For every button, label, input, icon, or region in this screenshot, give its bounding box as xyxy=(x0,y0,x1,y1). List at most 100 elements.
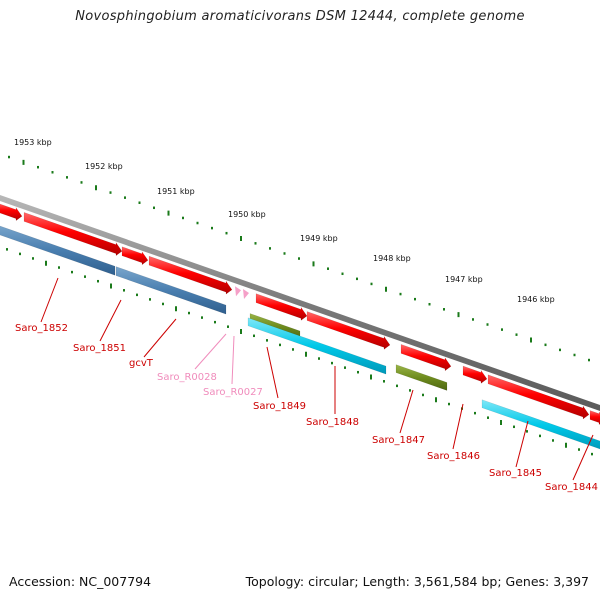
gene-label: Saro_1844 xyxy=(545,482,598,493)
kbp-tick-mark xyxy=(22,159,25,165)
reverse-cds-arrow xyxy=(247,317,387,375)
track-tick-mark xyxy=(552,439,554,442)
track-tick-mark xyxy=(305,351,307,357)
track-tick-mark xyxy=(214,320,216,324)
gene-leader-line xyxy=(194,333,227,370)
track-tick-mark xyxy=(370,374,372,380)
gene-leader-line xyxy=(572,434,594,481)
track-tick-mark xyxy=(136,293,138,297)
track-tick-mark xyxy=(565,442,567,448)
forward-cds-arrow xyxy=(306,311,391,350)
kbp-tick-mark xyxy=(182,216,184,220)
gene-label: Saro_R0028 xyxy=(157,372,217,383)
rna-arrow xyxy=(243,289,249,300)
gene-label: Saro_1849 xyxy=(253,401,306,412)
kbp-tick-mark xyxy=(8,155,10,159)
track-tick-mark xyxy=(526,430,528,433)
kbp-tick-mark xyxy=(254,242,257,245)
gene-leader-line xyxy=(143,318,177,358)
topology-label: Topology: circular; Length: 3,561,584 bp… xyxy=(245,574,589,589)
kbp-tick-mark xyxy=(573,353,576,357)
kbp-tick-mark xyxy=(544,343,547,347)
kbp-tick-mark xyxy=(356,277,358,281)
kbp-tick-mark xyxy=(225,231,228,235)
kbp-tick-mark xyxy=(298,257,300,260)
kbp-tick-label: 1951 kbp xyxy=(157,187,195,196)
track-tick-mark xyxy=(58,266,60,269)
forward-cds-arrow xyxy=(23,212,123,257)
kbp-tick-mark xyxy=(109,191,112,194)
kbp-tick-mark xyxy=(559,348,561,352)
track-tick-mark xyxy=(188,311,190,315)
track-tick-mark xyxy=(331,361,333,365)
kbp-tick-label: 1947 kbp xyxy=(445,275,483,284)
track-tick-mark xyxy=(409,389,411,392)
track-tick-mark xyxy=(344,366,346,369)
page-title: Novosphingobium aromaticivorans DSM 1244… xyxy=(75,9,525,24)
kbp-tick-mark xyxy=(428,302,431,306)
kbp-tick-label: 1948 kbp xyxy=(373,254,411,263)
kbp-tick-label: 1946 kbp xyxy=(517,295,555,304)
track-tick-mark xyxy=(175,306,177,312)
kbp-tick-mark xyxy=(66,176,68,179)
kbp-tick-mark xyxy=(312,261,315,267)
track-tick-mark xyxy=(266,339,268,342)
genome-backbone xyxy=(0,195,600,411)
track-tick-mark xyxy=(123,289,125,292)
tick-dot-track xyxy=(6,248,593,456)
track-tick-mark xyxy=(279,343,281,347)
kbp-tick-mark xyxy=(37,165,39,169)
gene-label: Saro_1852 xyxy=(15,323,68,334)
kbp-tick-mark xyxy=(588,358,590,362)
gene-leader-line xyxy=(266,346,279,399)
kbp-dot-track xyxy=(8,155,590,362)
gene-leader-line xyxy=(40,277,59,323)
reverse-cds-arrow xyxy=(395,364,448,391)
gene-label: Saro_1848 xyxy=(306,417,359,428)
forward-cds-arrow xyxy=(0,203,23,222)
forward-cds-arrow xyxy=(487,374,590,420)
track-tick-mark xyxy=(318,357,320,360)
kbp-tick-mark xyxy=(283,252,286,255)
kbp-tick-mark xyxy=(327,267,329,270)
track-tick-mark xyxy=(110,283,112,289)
forward-cds-arrow xyxy=(589,410,600,426)
gene-leader-line xyxy=(231,335,235,385)
track-tick-mark xyxy=(500,420,502,425)
track-tick-mark xyxy=(578,448,580,451)
gene-label: Saro_1846 xyxy=(427,451,480,462)
kbp-tick-mark xyxy=(138,201,141,204)
track-tick-mark xyxy=(84,275,86,278)
track-tick-mark xyxy=(71,270,73,274)
kbp-tick-mark xyxy=(385,286,387,292)
kbp-tick-label: 1949 kbp xyxy=(300,234,338,243)
accession-label: Accession: NC_007794 xyxy=(9,574,152,589)
kbp-tick-mark xyxy=(370,282,373,286)
reverse-cds-arrow xyxy=(0,225,116,276)
track-tick-mark xyxy=(383,380,385,383)
gene-leader-line xyxy=(515,420,529,468)
gene-label: Saro_1851 xyxy=(73,343,126,354)
forward-cds-arrow xyxy=(400,343,452,372)
forward-cds-arrow xyxy=(121,246,149,266)
track-tick-mark xyxy=(32,257,34,260)
track-tick-mark xyxy=(396,384,398,388)
kbp-tick-mark xyxy=(530,337,532,343)
kbp-tick-mark xyxy=(153,206,155,210)
reverse-cds-arrow xyxy=(481,399,600,450)
track-tick-mark xyxy=(474,411,476,415)
track-tick-mark xyxy=(253,334,255,338)
gene-leader-line xyxy=(399,389,414,434)
track-tick-mark xyxy=(435,397,437,403)
track-tick-mark xyxy=(240,329,242,334)
kbp-tick-mark xyxy=(51,171,54,174)
forward-cds-arrow xyxy=(462,365,488,384)
gene-leader-line xyxy=(452,403,464,450)
kbp-tick-mark xyxy=(414,297,416,301)
kbp-tick-mark xyxy=(443,308,445,311)
track-tick-mark xyxy=(97,279,99,283)
kbp-tick-label: 1952 kbp xyxy=(85,162,123,171)
